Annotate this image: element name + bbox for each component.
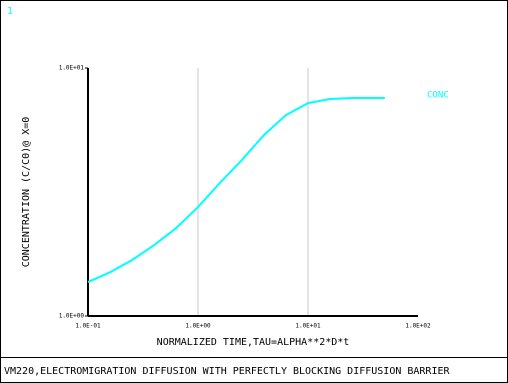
x-tick-label: 1.0E+00 <box>185 323 211 330</box>
data-line <box>87 96 385 284</box>
y-axis-label: CONCENTRATION (C/C0)@ X=0 <box>21 117 32 268</box>
caption: VM220,ELECTROMIGRATION DIFFUSION WITH PE… <box>4 366 450 377</box>
legend-label: CONC <box>427 91 449 101</box>
window-number: 1 <box>7 6 13 17</box>
x-axis-label: NORMALIZED TIME,TAU=ALPHA**2*D*t <box>157 337 350 348</box>
y-tick-label: 1.0E+00 <box>59 313 85 320</box>
x-tick-label: 1.0E+01 <box>295 323 321 330</box>
y-tick-label: 1.0E+01 <box>59 65 85 72</box>
x-tick-label: 1.0E-01 <box>75 323 101 330</box>
x-tick-label: 1.0E+02 <box>405 323 431 330</box>
